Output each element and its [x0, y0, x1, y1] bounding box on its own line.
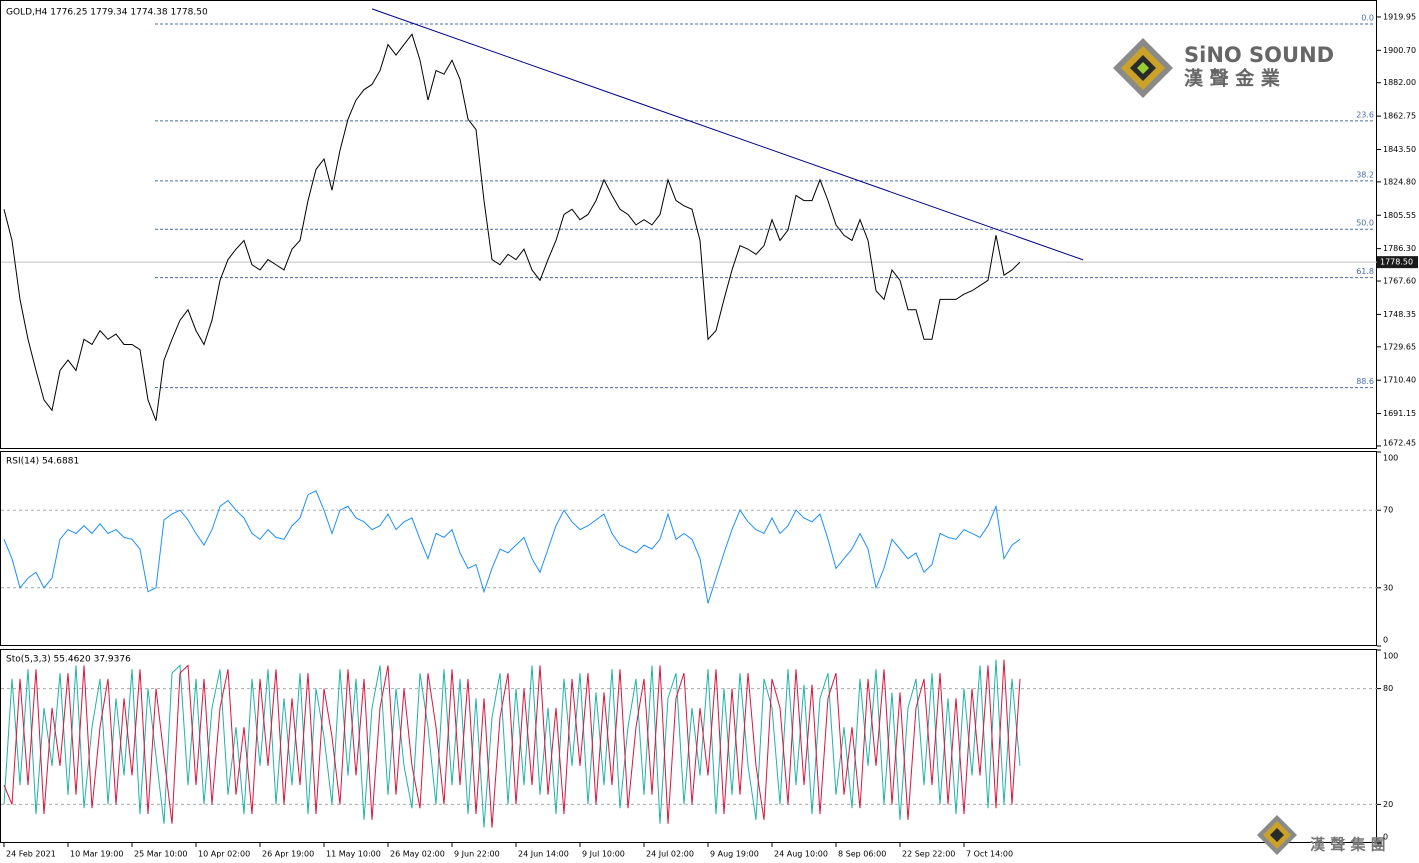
y-tick-label: 1672.45: [1383, 439, 1416, 448]
footer-chinese: 漢 聲 集 團: [1310, 836, 1386, 854]
x-tick-label: 22 Sep 22:00: [902, 850, 955, 859]
y-tick-label: 1824.80: [1383, 177, 1416, 186]
x-tick-label: 10 Mar 19:00: [70, 850, 123, 859]
x-tick-label: 24 Jul 02:00: [646, 850, 694, 859]
panel-title: RSI(14) 54.6881: [6, 457, 79, 467]
y-tick-label: 80: [1383, 684, 1393, 693]
y-tick-label: 1786.30: [1383, 244, 1416, 253]
y-tick-label: 1710.40: [1383, 376, 1416, 385]
logo-chinese: 漢 聲 金 業: [1184, 67, 1281, 90]
fib-label: 61.8: [1356, 267, 1374, 276]
fib-label: 0.0: [1361, 13, 1374, 22]
x-tick-label: 25 Mar 10:00: [134, 850, 187, 859]
y-tick-label: 1767.60: [1383, 277, 1416, 286]
price-panel-frame: [0, 0, 1377, 449]
y-tick-label: 1882.00: [1383, 78, 1416, 87]
current-price-box: [1377, 256, 1418, 269]
x-tick-label: 7 Oct 14:00: [966, 850, 1013, 859]
y-tick-label: 100: [1383, 454, 1398, 463]
x-tick-label: 24 Jun 14:00: [518, 850, 569, 859]
y-tick-label: 70: [1383, 506, 1393, 515]
rsi-panel-frame: [0, 451, 1377, 646]
x-tick-label: 9 Jun 22:00: [454, 850, 500, 859]
x-tick-label: 24 Aug 10:00: [774, 850, 828, 859]
x-tick-label: 9 Jul 10:00: [582, 850, 625, 859]
x-tick-label: 8 Sep 06:00: [838, 850, 886, 859]
fib-label: 50.0: [1356, 219, 1374, 228]
y-tick-label: 30: [1383, 583, 1393, 592]
panel-title: Sto(5,3,3) 55.4620 37.9376: [6, 655, 131, 665]
y-tick-label: 1919.95: [1383, 12, 1416, 21]
y-tick-label: 0: [1383, 833, 1388, 842]
logo-brand: SiNO SOUND: [1184, 43, 1334, 67]
y-tick-label: 1900.70: [1383, 46, 1416, 55]
y-tick-label: 1805.55: [1383, 211, 1416, 220]
x-tick-label: 10 Apr 02:00: [198, 850, 250, 859]
y-tick-label: 1748.35: [1383, 310, 1416, 319]
y-tick-label: 20: [1383, 800, 1393, 809]
y-tick-label: 1691.15: [1383, 409, 1416, 418]
x-tick-label: 26 Apr 19:00: [262, 850, 314, 859]
price-line: [3, 33, 1021, 421]
sto-panel-frame: [0, 649, 1377, 843]
y-tick-label: 1862.75: [1383, 112, 1416, 121]
x-tick-label: 26 May 02:00: [390, 850, 445, 859]
price-line: [3, 490, 1021, 604]
footer-diamond-inner: [1270, 828, 1284, 842]
trendline: [371, 8, 1084, 261]
fib-label: 38.2: [1356, 170, 1374, 179]
y-tick-label: 1729.65: [1383, 342, 1416, 351]
x-tick-label: 11 May 10:00: [326, 850, 381, 859]
panel-title: GOLD,H4 1776.25 1779.34 1774.38 1778.50: [6, 8, 208, 18]
series-line: [3, 659, 1021, 828]
fib-label: 88.6: [1356, 377, 1374, 386]
y-tick-label: 0: [1383, 636, 1388, 645]
logo-diamond-core: [1137, 62, 1149, 74]
logo: [1113, 38, 1173, 98]
current-price-label: 1778.50: [1380, 258, 1413, 267]
y-tick-label: 1843.50: [1383, 145, 1416, 154]
x-tick-label: 24 Feb 2021: [6, 850, 56, 859]
y-tick-label: 100: [1383, 652, 1398, 661]
x-tick-label: 9 Aug 19:00: [710, 850, 759, 859]
fib-label: 23.6: [1356, 110, 1374, 119]
footer-logo: [1257, 815, 1297, 855]
